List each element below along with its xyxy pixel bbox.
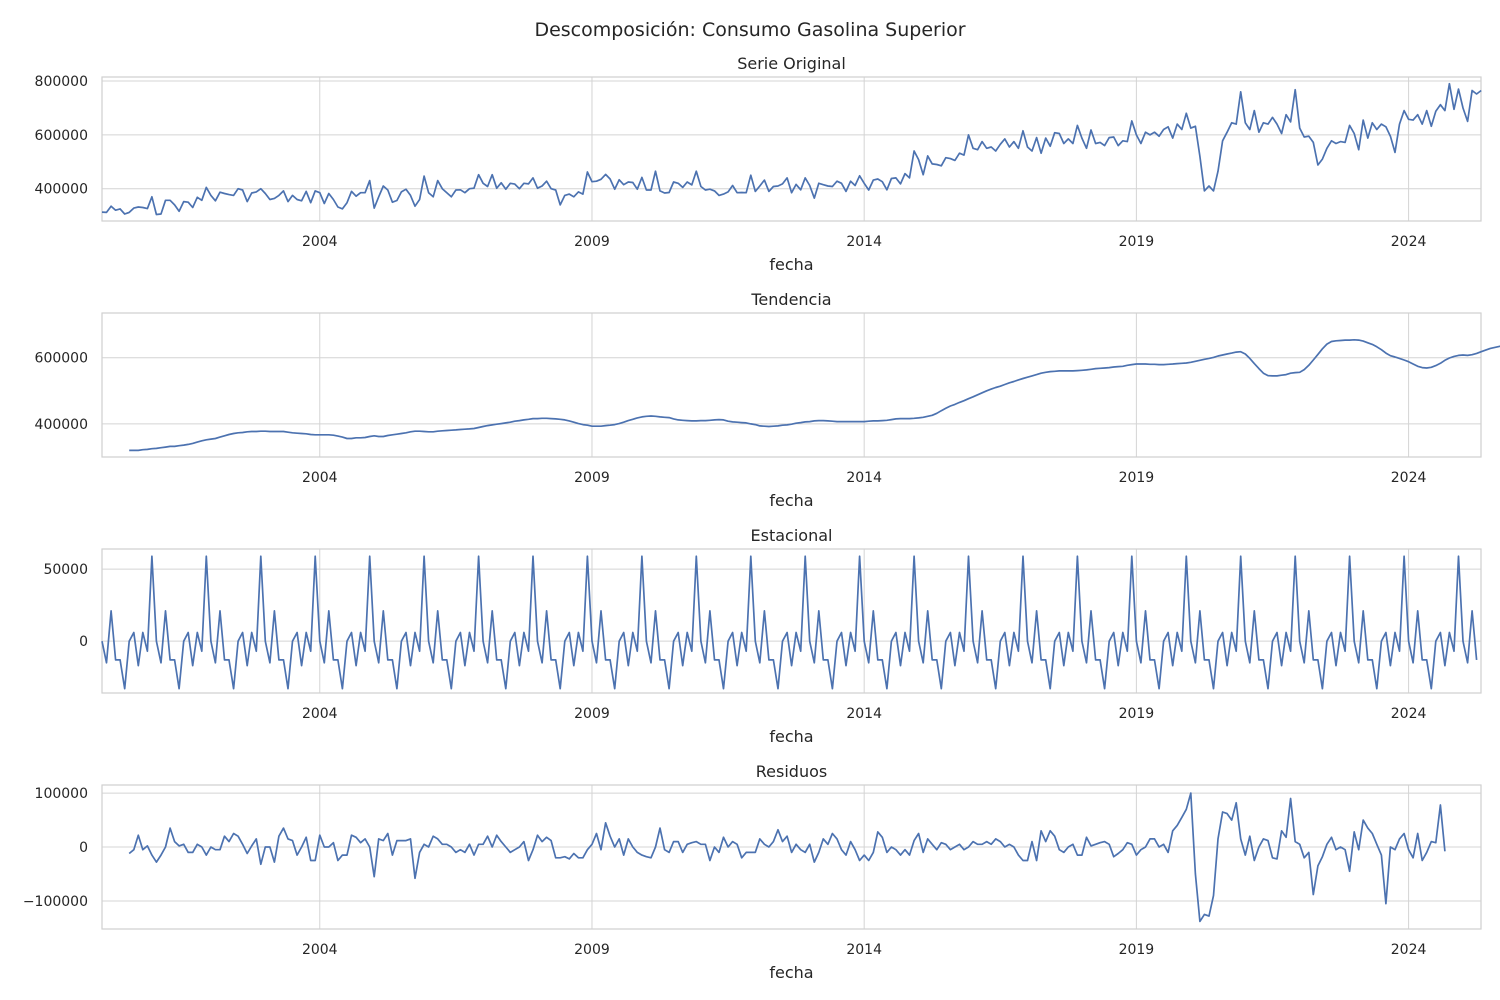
x-tick-label: 2019 <box>1119 470 1155 486</box>
y-tick-label: 600000 <box>35 351 88 367</box>
series-line-residuos <box>128 792 1446 923</box>
x-tick-label: 2009 <box>574 942 610 958</box>
x-tick-label: 2004 <box>302 942 338 958</box>
x-tick-label: 2004 <box>302 234 338 250</box>
x-tick-label: 2024 <box>1391 234 1427 250</box>
x-tick-label: 2009 <box>574 234 610 250</box>
plot-frame <box>101 76 1482 222</box>
x-axis-label: fecha <box>769 963 813 982</box>
y-tick-label: −100000 <box>23 894 88 910</box>
x-axis-label: fecha <box>769 255 813 274</box>
panel-tendencia: Tendencia 2004 2009 2014 2019 2024 400000 60000… <box>35 290 1500 510</box>
x-tick-label: 2024 <box>1391 942 1427 958</box>
y-tick-label: 0 <box>79 634 88 650</box>
y-tick-label: 50000 <box>43 562 88 578</box>
x-tick-label: 2019 <box>1119 942 1155 958</box>
x-tick-label: 2014 <box>846 942 882 958</box>
x-tick-label: 2004 <box>302 470 338 486</box>
panel-estacional: Estacional 2004 2009 2014 2019 2024 0 50000 fech… <box>43 526 1482 746</box>
panel-title-estacional: Estacional <box>751 526 833 545</box>
plot-frame <box>101 784 1482 930</box>
panel-title-residuos: Residuos <box>756 762 827 781</box>
x-axis-label: fecha <box>769 727 813 746</box>
x-tick-label: 2019 <box>1119 706 1155 722</box>
y-tick-label: 800000 <box>35 74 88 90</box>
figure-title: Descomposición: Consumo Gasolina Superio… <box>534 19 965 41</box>
x-tick-label: 2014 <box>846 470 882 486</box>
panel-serie-original: Serie Original 2004 2009 2014 2019 2024 400000… <box>35 54 1482 274</box>
plot-frame <box>101 548 1482 694</box>
panel-residuos: Residuos 2004 2009 2014 2019 2024 −100000 0 1000… <box>23 762 1482 982</box>
x-tick-label: 2009 <box>574 706 610 722</box>
plot-frame <box>101 312 1482 458</box>
y-tick-label: 100000 <box>35 786 88 802</box>
y-tick-label: 0 <box>79 840 88 856</box>
x-tick-label: 2014 <box>846 234 882 250</box>
series-line-estacional <box>101 555 1478 690</box>
panel-title-serie-original: Serie Original <box>737 54 846 73</box>
series-line-serie-original <box>101 82 1482 216</box>
panel-title-tendencia: Tendencia <box>750 290 831 309</box>
series-line-tendencia <box>129 338 1500 452</box>
x-axis-label: fecha <box>769 491 813 510</box>
x-tick-label: 2014 <box>846 706 882 722</box>
y-tick-label: 400000 <box>35 182 88 198</box>
panels: Serie Original 2004 2009 2014 2019 2024 400000… <box>23 54 1500 982</box>
x-tick-label: 2009 <box>574 470 610 486</box>
x-tick-label: 2024 <box>1391 706 1427 722</box>
x-tick-label: 2024 <box>1391 470 1427 486</box>
x-tick-label: 2004 <box>302 706 338 722</box>
y-tick-label: 600000 <box>35 128 88 144</box>
x-tick-label: 2019 <box>1119 234 1155 250</box>
y-tick-label: 400000 <box>35 417 88 433</box>
